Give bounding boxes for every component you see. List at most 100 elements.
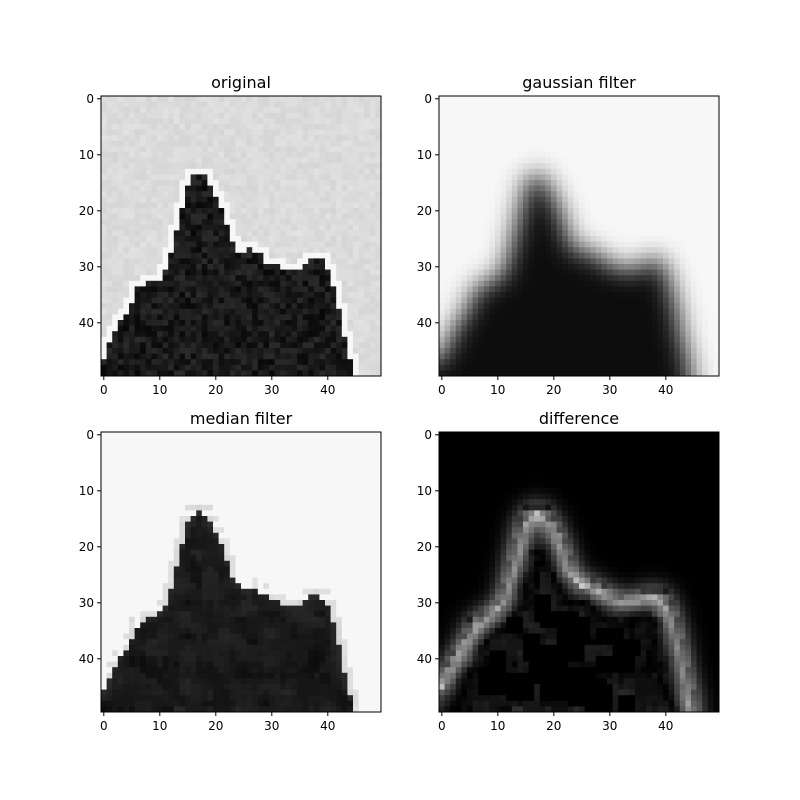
pixel-cell [439,353,445,360]
pixel-cell [101,107,107,114]
pixel-cell [269,180,281,186]
pixel-cell [162,252,169,259]
pixel-cell [439,258,462,265]
pixel-cell [663,325,669,332]
pixel-cell [190,320,197,326]
pixel-cell [635,275,641,282]
pixel-cell [439,616,445,623]
pixel-cell [291,644,298,651]
pixel-cell [336,252,348,259]
pixel-cell [601,230,608,237]
pixel-cell [663,247,669,254]
pixel-cell [173,180,180,186]
pixel-cell [579,594,585,601]
pixel-cell [252,672,259,679]
pixel-cell [101,196,107,203]
pixel-cell [545,577,552,584]
pixel-cell [269,292,275,298]
pixel-cell [358,336,365,343]
pixel-cell [562,208,569,214]
pixel-cell [308,168,315,175]
pixel-cell [224,252,231,259]
pixel-cell [347,672,354,679]
pixel-cell [145,96,152,102]
pixel-cell [601,258,608,265]
pixel-cell [657,370,664,377]
pixel-cell [285,661,292,668]
pixel-cell [308,600,315,606]
pixel-cell [140,247,147,254]
pixel-cell [173,196,180,203]
pixel-cell [185,129,191,136]
pixel-cell [241,236,247,242]
pixel-cell [539,230,546,237]
pixel-cell [207,163,214,170]
pixel-cell [157,140,163,147]
pixel-cell [257,157,264,164]
pixel-cell [590,532,720,539]
pixel-cell [196,107,203,114]
pixel-cell [213,314,219,321]
pixel-cell [157,353,163,360]
pixel-cell [523,510,529,517]
pixel-cell [640,566,653,573]
pixel-cell [319,96,326,102]
pixel-cell [263,303,270,310]
pixel-cell [123,672,135,679]
pixel-cell [319,303,326,310]
pixel-cell [235,264,242,270]
pixel-cell [101,140,107,147]
pixel-cell [483,219,490,226]
pixel-cell [696,269,703,276]
pixel-cell [573,588,580,595]
image-original [101,96,382,377]
pixel-cell [674,325,681,332]
pixel-cell [123,269,135,276]
pixel-cell [313,191,320,198]
pixel-cell [607,600,613,606]
pixel-cell [595,275,602,282]
pixel-cell [646,292,653,298]
pixel-cell [302,118,309,125]
pixel-cell [330,163,343,170]
pixel-cell [523,572,529,578]
pixel-cell [358,157,365,164]
pixel-cell [646,572,658,578]
pixel-cell [269,107,281,114]
pixel-cell [257,308,264,315]
pixel-cell [369,348,382,354]
pixel-cell [162,331,169,338]
pixel-cell [679,572,686,578]
pixel-cell [196,633,203,640]
pixel-cell [106,157,113,164]
pixel-cell [190,516,197,522]
pixel-cell [162,269,169,276]
pixel-cell [313,639,326,646]
pixel-cell [106,364,113,371]
pixel-cell [218,112,225,119]
pixel-cell [713,320,720,326]
pixel-cell [461,314,468,321]
pixel-cell [369,230,376,237]
pixel-cell [674,247,681,254]
pixel-cell [185,320,191,326]
pixel-cell [173,555,180,562]
pixel-cell [663,583,669,590]
pixel-cell [201,678,208,685]
pixel-cell [185,359,191,366]
pixel-cell [218,297,225,304]
pixel-cell [252,325,259,332]
pixel-cell [207,544,219,550]
pixel-cell [235,168,242,175]
pixel-cell [330,678,337,685]
pixel-cell [201,146,208,153]
pixel-cell [302,292,309,298]
pixel-cell [607,280,613,287]
pixel-cell [274,656,281,662]
pixel-cell [207,516,214,522]
pixel-cell [439,157,507,164]
pixel-cell [579,510,585,517]
pixel-cell [308,353,315,360]
pixel-cell [685,325,692,332]
